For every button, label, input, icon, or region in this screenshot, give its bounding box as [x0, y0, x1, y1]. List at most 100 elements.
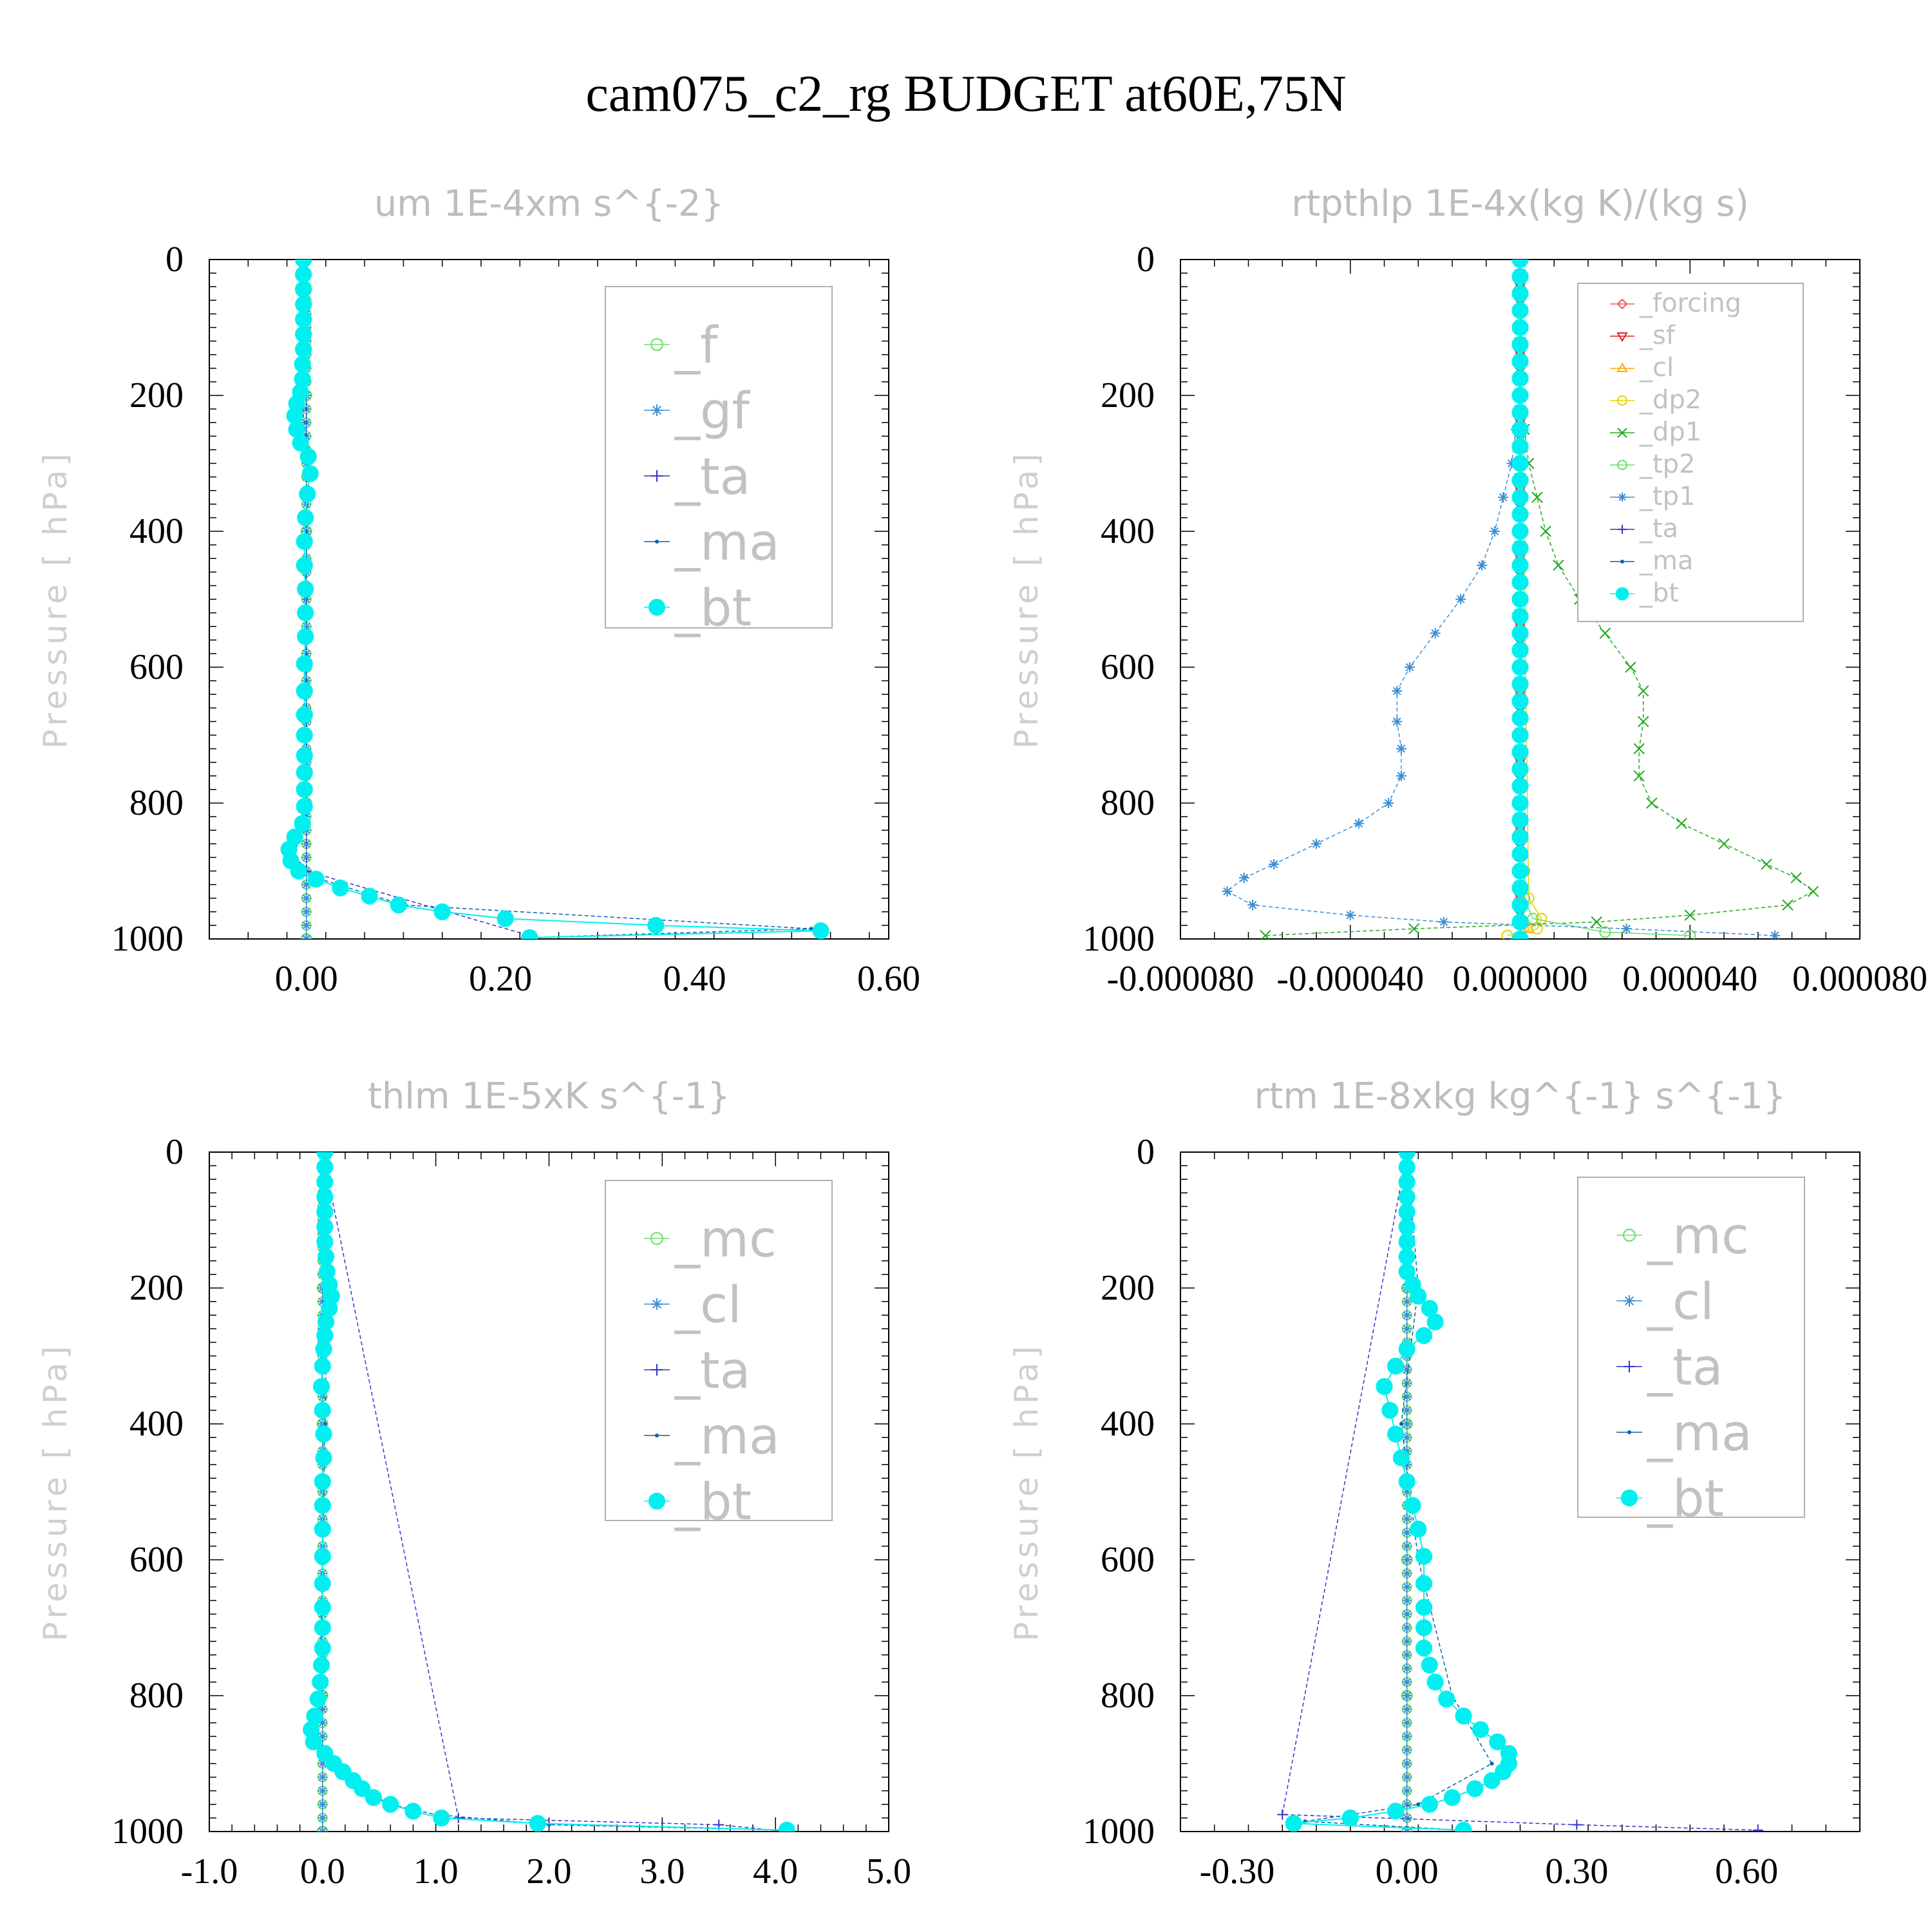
data-point-cl [1522, 922, 1535, 933]
data-point-bt [295, 266, 312, 283]
data-point-bt [1511, 625, 1529, 642]
data-point-bt [1511, 489, 1529, 506]
series-line-tp2 [1519, 837, 1690, 936]
x-tick-label: 0.40 [663, 959, 726, 999]
legend-marker-ta [651, 1364, 663, 1376]
data-point-bt [1511, 438, 1529, 455]
data-point-bt [1511, 522, 1529, 540]
x-tick-label: 2.0 [527, 1852, 572, 1891]
data-point-bt [307, 871, 325, 888]
data-point-bt [1415, 1640, 1433, 1657]
data-point-dp1 [1553, 560, 1564, 571]
data-point-bt [1511, 658, 1529, 676]
x-tick-label: 0.30 [1545, 1852, 1608, 1891]
x-tick-label: 0.000000 [1453, 959, 1588, 999]
data-point-bt [1438, 1690, 1455, 1708]
legend-marker-ma [1627, 1430, 1631, 1434]
data-point-dp1 [1646, 797, 1658, 809]
data-point-bt [1511, 574, 1529, 591]
data-point-bt [1511, 386, 1529, 404]
data-point-bt [297, 580, 314, 598]
data-point-dp1 [1718, 838, 1730, 850]
data-point-cl [1402, 1732, 1412, 1741]
x-tick-label: 0.60 [1715, 1852, 1778, 1891]
data-point-dp1 [1782, 899, 1794, 911]
data-point-tp1 [1396, 743, 1406, 754]
data-point-dp1 [1638, 685, 1649, 697]
x-tick-label: 0.20 [469, 959, 532, 999]
data-point-tp1 [1353, 818, 1364, 829]
data-point-bt [1511, 370, 1529, 387]
data-point-bt [315, 1340, 332, 1358]
data-point-cl [1402, 1745, 1412, 1755]
data-point-cl [317, 1799, 327, 1809]
legend-marker-ma [655, 540, 659, 544]
legend-entry-ta: _ta [674, 1342, 750, 1400]
data-point-gf [301, 893, 311, 903]
data-point-bt [1511, 896, 1529, 914]
data-point-bt [1387, 1425, 1405, 1443]
data-point-bt [297, 628, 314, 645]
data-point-tp1 [1438, 916, 1449, 927]
x-tick-label: 5.0 [866, 1852, 911, 1891]
data-point-bt [497, 910, 514, 927]
data-point-cl [1402, 1636, 1412, 1646]
data-point-gf [301, 621, 311, 631]
legend-marker-tp2 [1617, 460, 1627, 470]
legend-entry-ma: _ma [674, 1408, 780, 1466]
data-point-dp1 [1408, 923, 1420, 934]
data-point-bt [294, 815, 311, 832]
legend-marker-ta [651, 470, 663, 482]
data-point-cl [1402, 1378, 1412, 1388]
data-point-bt [1392, 1449, 1410, 1466]
data-point-bt [1511, 268, 1529, 285]
data-point-bt [1511, 930, 1529, 939]
data-point-bt [312, 1378, 330, 1396]
data-point-bt [1398, 1233, 1416, 1251]
legend-marker-bt [1620, 1489, 1638, 1507]
data-point-bt [314, 1548, 331, 1565]
series-group [303, 1152, 795, 1832]
y-tick-label: 200 [129, 1268, 184, 1308]
data-point-ma [809, 927, 813, 931]
data-point-bt [365, 1789, 383, 1806]
data-point-bt [1381, 1401, 1399, 1419]
data-point-bt [1421, 1795, 1438, 1813]
data-point-tp1 [1238, 873, 1249, 884]
legend-entry-tp1: _tp1 [1639, 482, 1696, 511]
data-point-bt [316, 1152, 334, 1161]
y-tick-label: 600 [1101, 1540, 1155, 1580]
data-point-bt [1511, 676, 1529, 693]
data-point-bt [1511, 710, 1529, 727]
data-point-cl [1402, 1650, 1412, 1660]
data-point-cl [1402, 1786, 1412, 1795]
legend-entry-bt: _bt [1639, 578, 1679, 608]
x-tick-label: 0.0 [300, 1852, 345, 1891]
legend-marker-ta [1618, 525, 1627, 534]
data-point-tp1 [1383, 798, 1394, 808]
legend-marker-cl [1624, 1295, 1635, 1307]
data-point-dp1 [1684, 909, 1696, 921]
data-point-cl [1402, 1297, 1412, 1307]
data-point-bt [1511, 743, 1529, 761]
data-point-bt [1511, 794, 1529, 812]
data-point-dp1 [1633, 743, 1645, 755]
data-point-bt [296, 706, 313, 723]
data-point-bt [305, 1733, 322, 1750]
data-point-bt [309, 1690, 327, 1708]
y-tick-label: 800 [129, 1676, 184, 1716]
data-point-cl [317, 1759, 327, 1768]
legend-marker-bt [648, 598, 666, 616]
legend-marker-sf [1616, 332, 1628, 342]
data-point-bt [1404, 1497, 1421, 1514]
data-point-bt [295, 310, 312, 328]
data-point-tp2 [1684, 929, 1696, 939]
series-line-ta [1282, 1152, 1758, 1831]
legend-entry-ta: _ta [1647, 1339, 1723, 1397]
data-point-bt [1455, 1707, 1472, 1725]
data-point-bt [1421, 1656, 1438, 1674]
data-point-bt [521, 929, 538, 939]
data-point-bt [1398, 1248, 1416, 1265]
data-point-bt [1398, 1340, 1416, 1358]
panel-4: rtm 1E-8xkg kg^{-1} s^{-1} Pressure [ hPa… [1008, 1075, 1861, 1891]
